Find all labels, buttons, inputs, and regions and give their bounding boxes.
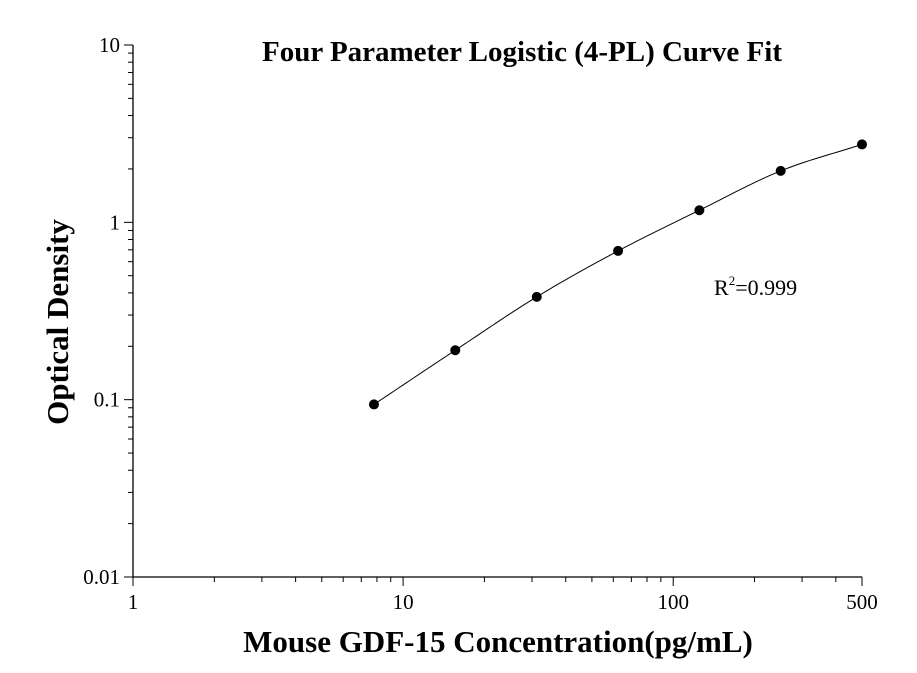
data-point [775,165,786,176]
y-tick-label: 1 [110,210,121,234]
x-tick-label: 500 [846,590,878,614]
r-squared-annotation: R2=0.999 [714,273,797,300]
x-tick-label: 100 [657,590,689,614]
tick-labels: 1 10 100 500 0.01 0.1 1 10 [83,33,878,614]
chart-title: Four Parameter Logistic (4-PL) Curve Fit [262,36,782,68]
data-point [694,205,705,216]
x-axis-label: Mouse GDF-15 Concentration(pg/mL) [243,624,753,659]
axes [132,45,862,578]
x-tick-label: 10 [393,590,414,614]
data-points [368,139,867,410]
data-point [368,399,379,410]
r-squared-value: =0.999 [735,275,797,300]
data-point [450,345,461,356]
r-squared-base: R [714,275,729,300]
y-tick-label: 0.01 [83,565,120,589]
x-tick-label: 1 [128,590,139,614]
data-point [613,245,624,256]
y-tick-label: 0.1 [94,388,120,412]
data-point [857,139,867,150]
r-squared-superscript: 2 [729,273,736,288]
ticks [124,44,863,586]
y-axis-label: Optical Density [40,219,75,425]
data-point [531,291,542,302]
y-tick-label: 10 [99,33,120,57]
